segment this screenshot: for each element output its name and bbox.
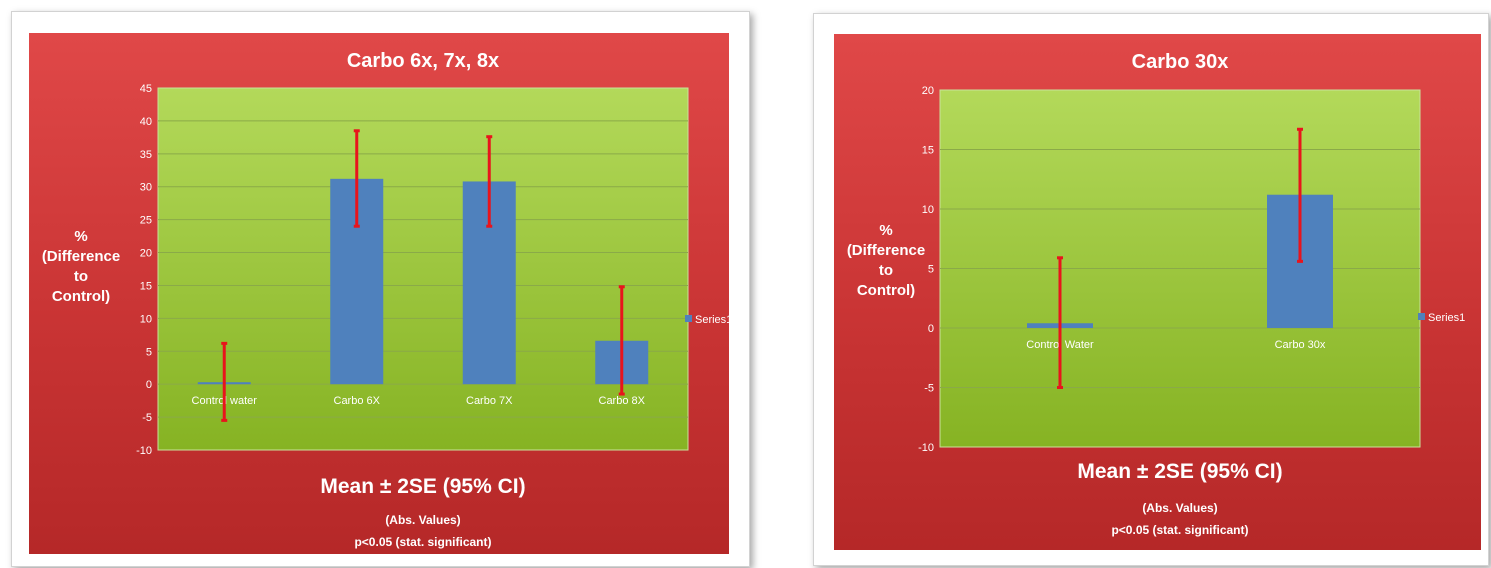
plot-area bbox=[157, 87, 689, 451]
y-tick-label: 35 bbox=[140, 149, 152, 161]
y-axis-label-line: % bbox=[879, 222, 892, 239]
footnote: p<0.05 (stat. significant) bbox=[1111, 523, 1248, 537]
y-tick-label: 20 bbox=[140, 248, 152, 260]
y-axis-label-line: to bbox=[74, 268, 88, 285]
y-axis-label-line: Control) bbox=[52, 288, 110, 305]
y-tick-label: 0 bbox=[928, 323, 934, 335]
y-tick-label: 20 bbox=[922, 85, 934, 97]
y-tick-label: -10 bbox=[136, 445, 152, 457]
y-tick-label: -5 bbox=[924, 383, 934, 395]
footnote: p<0.05 (stat. significant) bbox=[354, 535, 491, 549]
y-axis-label-line: % bbox=[74, 228, 87, 245]
legend-swatch bbox=[685, 315, 692, 322]
y-tick-label: 0 bbox=[146, 379, 152, 391]
y-tick-label: 10 bbox=[922, 204, 934, 216]
y-axis-label-line: Control) bbox=[857, 282, 915, 299]
chart-panel-left: Carbo 6x, 7x, 8x 45 40 35 30 25 20 15 10 5 0 -5 -10 C… bbox=[29, 33, 732, 554]
footnote: (Abs. Values) bbox=[385, 513, 460, 527]
y-tick-label: 5 bbox=[146, 346, 152, 358]
y-tick-label: -5 bbox=[142, 412, 152, 424]
legend-label: Series1 bbox=[1428, 312, 1465, 324]
y-tick-label: 15 bbox=[922, 145, 934, 157]
y-tick-label: 5 bbox=[928, 264, 934, 276]
x-category-label: Carbo 8X bbox=[599, 395, 646, 407]
y-axis-label-line: (Difference bbox=[42, 248, 120, 265]
footnote: (Abs. Values) bbox=[1142, 501, 1217, 515]
x-category-label: Carbo 30x bbox=[1275, 339, 1326, 351]
y-tick-label: 40 bbox=[140, 116, 152, 128]
y-tick-label: 45 bbox=[140, 83, 152, 95]
x-category-label: Carbo 7X bbox=[466, 395, 513, 407]
y-tick-label: 25 bbox=[140, 215, 152, 227]
legend-label: Series1 bbox=[695, 314, 729, 326]
chart-title: Carbo 6x, 7x, 8x bbox=[347, 50, 499, 72]
chart-frame-left: Carbo 6x, 7x, 8x 45 40 35 30 25 20 15 10 5 0 -5 -10 C… bbox=[11, 11, 750, 567]
legend-swatch bbox=[1418, 313, 1425, 320]
chart-panel-right: Carbo 30x 20 15 10 5 0 -5 -10 Control Water Carbo… bbox=[834, 34, 1481, 550]
chart-carbo-6x-7x-8x: Carbo 6x, 7x, 8x 45 40 35 30 25 20 15 10 5 0 -5 -10 C… bbox=[42, 50, 732, 549]
y-axis-label-line: (Difference bbox=[847, 242, 925, 259]
y-tick-label: 15 bbox=[140, 280, 152, 292]
chart-frame-right: Carbo 30x 20 15 10 5 0 -5 -10 Control Water Carbo… bbox=[813, 13, 1489, 566]
chart-title: Carbo 30x bbox=[1132, 51, 1229, 73]
x-axis-label: Mean ± 2SE (95% CI) bbox=[1077, 460, 1282, 483]
y-tick-label: 30 bbox=[140, 182, 152, 194]
y-tick-label: 10 bbox=[140, 313, 152, 325]
x-axis-label: Mean ± 2SE (95% CI) bbox=[320, 475, 525, 498]
y-axis-label-line: to bbox=[879, 262, 893, 279]
y-tick-label: -10 bbox=[918, 442, 934, 454]
x-category-label: Carbo 6X bbox=[334, 395, 381, 407]
